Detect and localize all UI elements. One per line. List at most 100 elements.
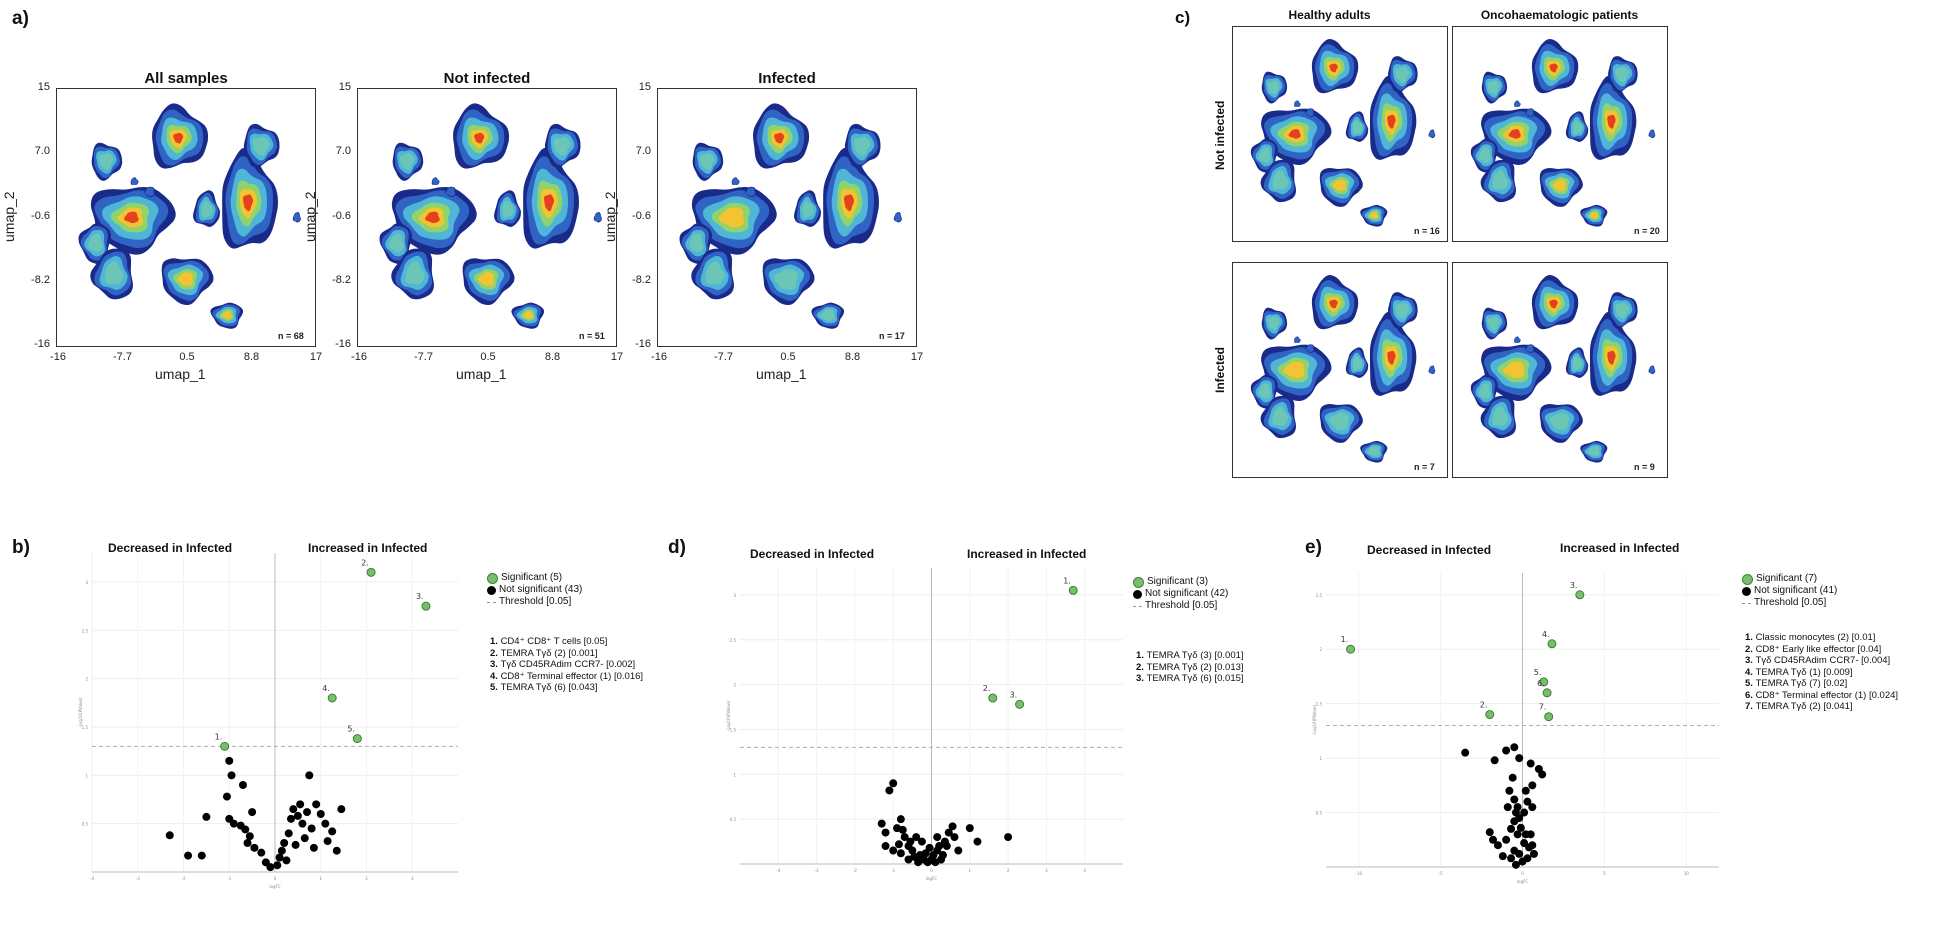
significant-point xyxy=(352,734,362,744)
umap-y-label: umap_2 xyxy=(1,190,17,242)
not-significant-point xyxy=(1510,795,1519,804)
x-tick-label: -4 xyxy=(776,868,780,873)
y-tick-label: 0.5 xyxy=(1316,811,1323,816)
umap-y-label: umap_2 xyxy=(302,190,318,242)
x-tick-label: -2 xyxy=(853,868,857,873)
not-significant-point xyxy=(925,843,934,852)
umap-density-image xyxy=(1453,263,1667,477)
not-significant-point xyxy=(1502,746,1511,755)
significant-point xyxy=(366,567,376,577)
y-tick-label: 1 xyxy=(733,772,736,777)
volcano-plot: 0.5 1 1.5 2 2.5 -10 -5 0 5 10 logFC -Log10(PValue) 1… xyxy=(1312,573,1719,884)
significant-point xyxy=(327,693,337,703)
panel-c-umap xyxy=(1232,262,1448,478)
not-significant-point xyxy=(881,828,890,837)
not-significant-point xyxy=(1485,828,1494,837)
umap-x-tick: 8.8 xyxy=(243,351,260,363)
y-tick-label: 1.5 xyxy=(82,725,89,730)
not-significant-point xyxy=(1516,823,1525,832)
legend-label: Threshold [0.05] xyxy=(1145,600,1218,611)
not-significant-point xyxy=(197,851,206,860)
y-tick-label: 1 xyxy=(85,773,88,778)
umap-plot xyxy=(357,88,617,347)
not-significant-point xyxy=(277,846,286,855)
significant-point-label: 1. xyxy=(215,732,223,741)
volcano-panel-letter: e) xyxy=(1305,537,1322,558)
legend-symbol xyxy=(1133,589,1142,599)
significant-point-label: 1. xyxy=(1063,576,1071,585)
panel-c-letter: c) xyxy=(1175,8,1191,27)
legend-symbol xyxy=(1133,605,1142,607)
significant-cluster-item: 3. TEMRA Tγδ (6) [0.015] xyxy=(1136,673,1244,684)
umap-x-tick: -7.7 xyxy=(414,351,433,363)
significant-cluster-item: 4. TEMRA Tγδ (1) [0.009] xyxy=(1745,666,1853,678)
not-significant-point xyxy=(184,851,193,860)
x-tick-label: 5 xyxy=(1603,871,1606,876)
umap-density-image xyxy=(658,89,916,346)
legend-label: Not significant (41) xyxy=(1754,585,1838,596)
not-significant-point xyxy=(296,800,305,809)
umap-x-tick: 0.5 xyxy=(480,351,496,363)
legend-item: Threshold [0.05] xyxy=(1133,600,1228,612)
not-significant-point xyxy=(165,831,174,840)
not-significant-point xyxy=(1510,817,1519,826)
significant-point xyxy=(220,741,230,751)
volcano-panel-letter: b) xyxy=(12,537,30,558)
significant-point-label: 4. xyxy=(322,684,330,693)
panel-c-n-label: n = 16 xyxy=(1414,226,1440,236)
volcano-panel-letter: d) xyxy=(668,537,686,558)
significant-point-label: 3. xyxy=(1570,581,1578,590)
legend-label: Significant (5) xyxy=(501,572,563,583)
not-significant-point xyxy=(900,833,909,842)
not-significant-point xyxy=(1511,860,1520,869)
significant-point-label: 1. xyxy=(1341,635,1349,644)
not-significant-point xyxy=(284,829,293,838)
not-significant-point xyxy=(257,848,266,857)
umap-x-tick: 17 xyxy=(610,351,624,363)
panel-c-n-label: n = 7 xyxy=(1414,462,1435,472)
umap-y-label: umap_2 xyxy=(602,190,618,242)
not-significant-point xyxy=(1521,786,1530,795)
umap-y-tick: -8.2 xyxy=(31,273,50,286)
x-tick-label: -2 xyxy=(182,876,186,881)
x-tick-label: 0 xyxy=(930,868,933,873)
not-significant-point xyxy=(238,781,247,789)
y-tick-label: 2 xyxy=(733,683,736,688)
not-significant-point xyxy=(229,819,238,828)
not-significant-point xyxy=(275,853,284,862)
significant-point-label: 5. xyxy=(1534,668,1542,677)
umap-y-tick: -8.2 xyxy=(332,273,351,286)
not-significant-point xyxy=(1508,773,1517,782)
umap-x-tick: -16 xyxy=(351,351,367,363)
significant-cluster-item: 3. Tγδ CD45RAdim CCR7- [0.004] xyxy=(1745,655,1891,666)
volcano-title-increased: Increased in Infected xyxy=(967,547,1087,561)
not-significant-point xyxy=(222,792,231,801)
legend-symbol xyxy=(1742,573,1753,585)
not-significant-point xyxy=(906,837,915,846)
significant-point-label: 6. xyxy=(1537,679,1545,688)
x-axis-label: logFC xyxy=(926,876,937,881)
x-tick-label: -3 xyxy=(136,876,140,881)
x-axis-label: logFC xyxy=(1517,879,1528,884)
legend-label: Not significant (43) xyxy=(499,584,583,595)
significant-point-label: 3. xyxy=(1010,690,1018,699)
not-significant-point xyxy=(291,840,300,849)
umap-x-label: umap_1 xyxy=(456,366,507,382)
not-significant-point xyxy=(250,843,259,852)
y-tick-label: 2.5 xyxy=(82,628,89,633)
not-significant-point xyxy=(885,786,894,795)
y-axis-label: -Log10(PValue) xyxy=(78,697,83,728)
not-significant-point xyxy=(303,808,312,817)
x-tick-label: 3 xyxy=(1045,868,1048,873)
not-significant-point xyxy=(293,811,302,820)
significant-cluster-item: 1. Classic monocytes (2) [0.01] xyxy=(1745,632,1876,643)
not-significant-point xyxy=(1529,849,1538,858)
legend-symbol xyxy=(1742,602,1751,604)
significant-point xyxy=(421,601,431,611)
not-significant-point xyxy=(282,856,291,865)
legend-symbol xyxy=(487,585,496,595)
not-significant-point xyxy=(241,825,250,834)
significant-point xyxy=(1015,699,1025,709)
volcano-plot: 0.5 1 1.5 2 2.5 3 -4 -3 -2 -1 0 1 2 3 logFC -Log10(PVal… xyxy=(78,553,458,889)
not-significant-point xyxy=(266,863,275,872)
